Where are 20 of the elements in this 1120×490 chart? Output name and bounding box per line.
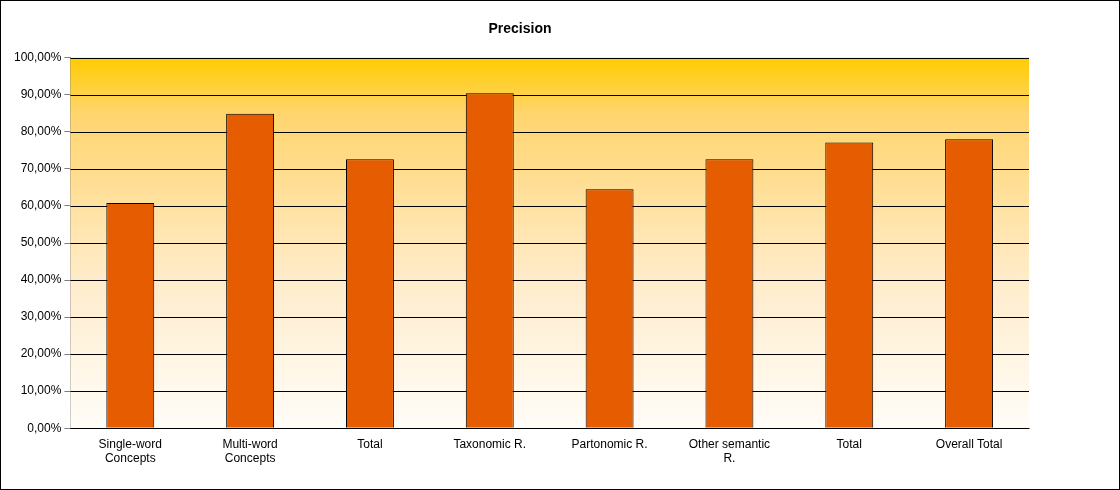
- y-tick-label: 30,00%: [20, 309, 62, 324]
- y-tick-label: 100,00%: [14, 50, 62, 65]
- x-tick-label: Total: [836, 436, 862, 451]
- y-tick-label: 70,00%: [20, 161, 62, 176]
- x-tick-label: Multi-word Concepts: [222, 436, 278, 466]
- x-tick-label: Other semantic R.: [688, 436, 771, 466]
- y-tick-label: 60,00%: [20, 198, 62, 213]
- y-tick-label: 50,00%: [20, 235, 62, 250]
- chart-title: Precision: [488, 20, 552, 37]
- y-tick-label: 40,00%: [20, 272, 62, 287]
- x-tick-label: Partonomic R.: [571, 436, 648, 451]
- x-tick-label: Single-word Concepts: [98, 436, 162, 466]
- y-tick-label: 80,00%: [20, 124, 62, 139]
- y-tick-label: 90,00%: [20, 87, 62, 102]
- y-tick-label: 20,00%: [20, 346, 62, 361]
- y-tick-label: 10,00%: [20, 383, 62, 398]
- x-tick-label: Total: [357, 436, 383, 451]
- y-tick-label: 0,00%: [27, 420, 62, 435]
- x-tick-label: Taxonomic R.: [453, 436, 527, 451]
- x-tick-label: Overall Total: [935, 436, 1003, 451]
